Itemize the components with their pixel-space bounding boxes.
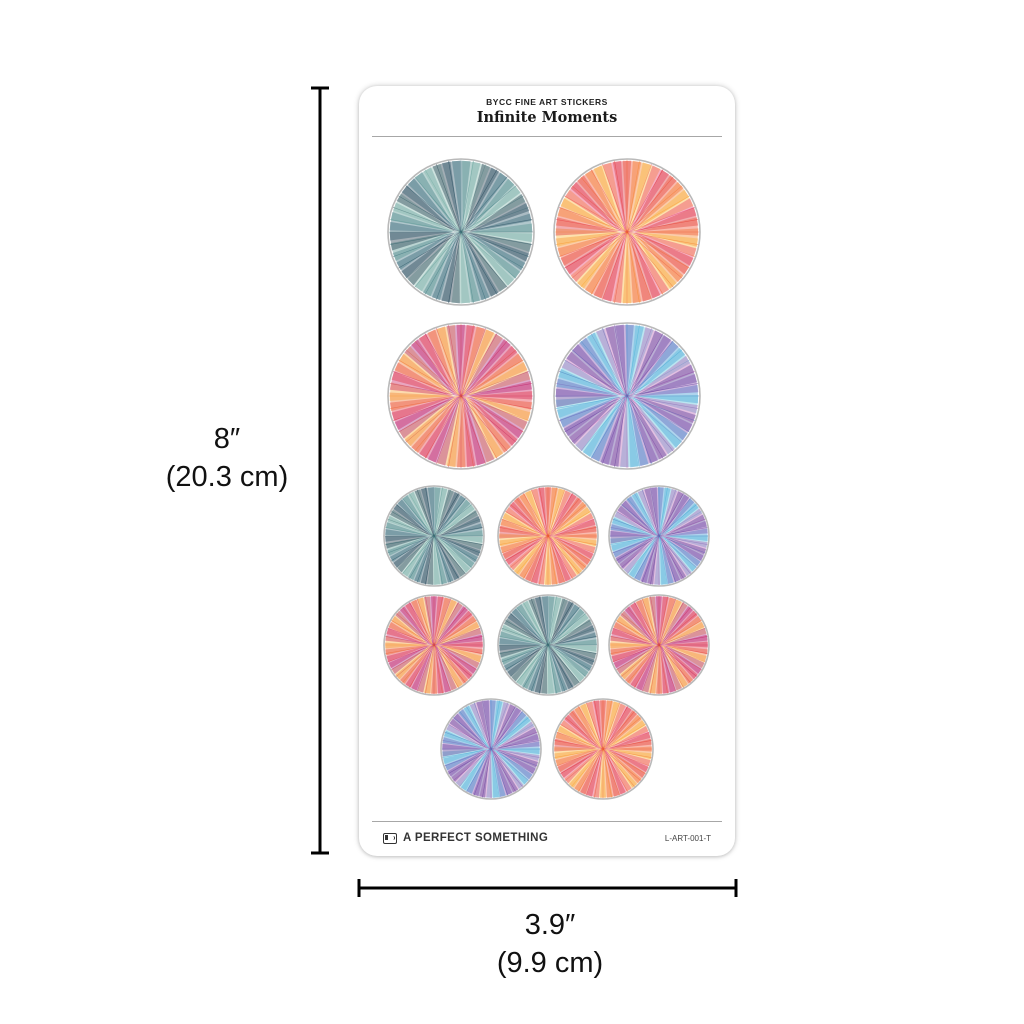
width-centimeters: (9.9 cm) (496, 947, 604, 979)
sticker-3 (387, 322, 535, 470)
height-label: 8″ (20.3 cm) (148, 420, 306, 496)
sticker-8 (383, 594, 485, 696)
sticker-4 (553, 322, 701, 470)
sku-code: L-ART-001-T (664, 834, 711, 843)
header-divider (372, 136, 722, 137)
company-logo-icon (383, 832, 397, 844)
width-dimension-line (357, 879, 738, 897)
sheet-title: Infinite Moments (476, 109, 618, 126)
sticker-2 (553, 158, 701, 306)
footer-divider (372, 821, 722, 822)
sticker-9 (497, 594, 599, 696)
sticker-5 (383, 485, 485, 587)
sticker-6 (497, 485, 599, 587)
width-inches: 3.9″ (524, 909, 576, 941)
sticker-7 (608, 485, 710, 587)
width-label: 3.9″ (9.9 cm) (470, 906, 630, 982)
height-centimeters: (20.3 cm) (165, 461, 289, 493)
sticker-12 (552, 698, 654, 800)
sticker-1 (387, 158, 535, 306)
sticker-10 (608, 594, 710, 696)
brand-label: BYCC FINE ART STICKERS (486, 97, 608, 107)
sticker-11 (440, 698, 542, 800)
footer-brand: A PERFECT SOMETHING (383, 832, 548, 844)
company-name: A PERFECT SOMETHING (403, 832, 549, 844)
height-dimension-line (311, 86, 329, 855)
height-inches: 8″ (213, 423, 241, 455)
